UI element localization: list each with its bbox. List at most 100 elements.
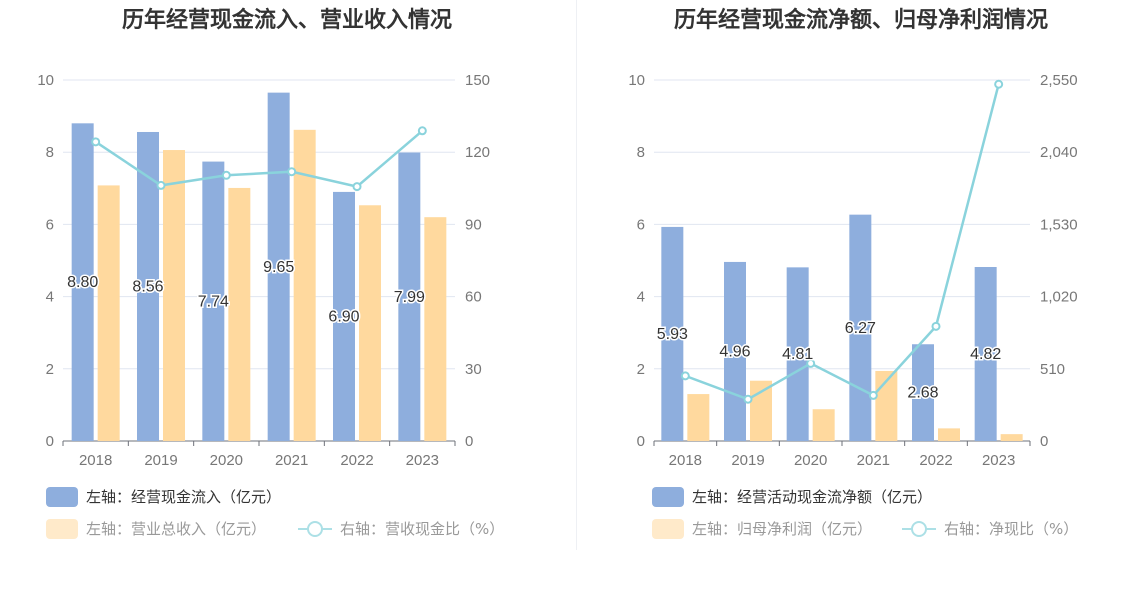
- bar-secondary: [424, 217, 447, 441]
- line-point: [417, 126, 427, 136]
- y-tick-label-right: 510: [1040, 361, 1065, 378]
- data-label: 6.90: [328, 308, 359, 325]
- line-point: [221, 170, 231, 180]
- x-tick-label: 2020: [794, 452, 827, 469]
- chart-title: 历年经营现金流入、营业收入情况: [121, 8, 452, 33]
- legend-label: 左轴：经营现金流入（亿元）: [86, 488, 282, 506]
- y-tick-label-left: 10: [628, 72, 645, 89]
- data-label: 4.82: [970, 346, 1001, 363]
- x-tick-label: 2023: [982, 452, 1015, 469]
- x-tick-label: 2022: [919, 452, 952, 469]
- y-tick-label-left: 10: [37, 72, 54, 89]
- line-point: [931, 321, 941, 331]
- legend-item-bar-2[interactable]: 左轴：营业总收入（亿元）: [46, 518, 266, 539]
- data-label: 8.80: [67, 274, 98, 291]
- y-tick-label-right: 2,550: [1040, 72, 1078, 89]
- y-tick-label-right: 60: [465, 289, 482, 306]
- y-tick-label-left: 0: [46, 433, 54, 450]
- bar-secondary: [750, 380, 772, 441]
- legend-item-bar-1[interactable]: 左轴：经营活动现金流净额（亿元）: [652, 486, 932, 507]
- legend-swatch: [46, 486, 78, 507]
- chart-title: 历年经营现金流净额、归母净利润情况: [673, 8, 1048, 33]
- x-tick-label: 2020: [210, 452, 243, 469]
- legend-label: 右轴：净现比（%）: [944, 520, 1079, 538]
- bar-secondary: [293, 129, 316, 441]
- legend-label: 左轴：归母净利润（亿元）: [692, 520, 873, 538]
- y-tick-label-left: 2: [46, 361, 54, 378]
- line-point: [287, 167, 297, 177]
- bar-secondary: [228, 187, 251, 441]
- legend-label: 左轴：营业总收入（亿元）: [86, 520, 267, 538]
- bar-secondary: [812, 409, 835, 441]
- bar-secondary: [359, 205, 381, 441]
- x-tick-label: 2023: [406, 452, 439, 469]
- y-tick-label-right: 1,530: [1040, 216, 1078, 233]
- x-tick-label: 2019: [144, 452, 177, 469]
- data-label: 9.65: [263, 259, 294, 276]
- bar-primary: [267, 92, 290, 441]
- bar-primary: [912, 344, 934, 441]
- x-tick-label: 2022: [340, 452, 373, 469]
- legend-line-icon: [902, 519, 936, 539]
- legend-item-line[interactable]: 右轴：营收现金比（%）: [298, 518, 504, 539]
- bar-primary: [137, 131, 159, 441]
- legend-swatch: [652, 518, 684, 539]
- y-tick-label-left: 4: [637, 289, 645, 306]
- y-tick-label-left: 6: [46, 216, 54, 233]
- y-tick-label-left: 2: [637, 361, 645, 378]
- legend-swatch: [652, 486, 684, 507]
- x-tick-label: 2019: [731, 452, 764, 469]
- x-tick-label: 2021: [857, 452, 890, 469]
- bar-secondary: [97, 185, 120, 441]
- data-label: 2.68: [907, 385, 938, 402]
- y-tick-label-left: 4: [46, 289, 54, 306]
- y-tick-label-right: 0: [465, 433, 473, 450]
- data-label: 4.81: [782, 346, 813, 363]
- line-point: [994, 79, 1004, 89]
- bar-primary: [974, 266, 997, 441]
- legend-item-bar-1[interactable]: 左轴：经营现金流入（亿元）: [46, 486, 281, 507]
- data-label: 8.56: [132, 278, 163, 295]
- y-tick-label-left: 8: [46, 144, 54, 161]
- data-label: 4.96: [719, 343, 750, 360]
- y-tick-label-left: 6: [637, 216, 645, 233]
- chart-plot: 0 2 4 6 8 10 0 510 1,020 1,530 2,040 2,550 2018 2019 2…: [628, 72, 1078, 469]
- bar-primary: [661, 226, 684, 441]
- y-tick-label-right: 0: [1040, 433, 1048, 450]
- chart-panel-right: 历年经营现金流净额、归母净利润情况 0 2 4 6 8 10 0 510 1,020 1,530 2…: [574, 0, 1148, 589]
- line-point: [680, 371, 690, 381]
- x-tick-label: 2018: [79, 452, 112, 469]
- bar-primary: [398, 152, 421, 441]
- y-tick-label-right: 2,040: [1040, 144, 1078, 161]
- legend-item-bar-2[interactable]: 左轴：归母净利润（亿元）: [652, 518, 872, 539]
- y-tick-label-right: 1,020: [1040, 289, 1078, 306]
- bar-primary: [849, 214, 872, 441]
- y-tick-label-right: 120: [465, 144, 490, 161]
- line-series: [94, 129, 424, 188]
- bar-secondary: [687, 394, 710, 441]
- legend-line-icon: [298, 519, 332, 539]
- bar-primary: [333, 191, 355, 441]
- legend-label: 右轴：营收现金比（%）: [340, 520, 505, 538]
- bar-secondary: [1000, 434, 1023, 441]
- line-point: [806, 358, 816, 368]
- bar-secondary: [938, 428, 960, 441]
- y-tick-label-left: 0: [637, 433, 645, 450]
- line-point: [868, 390, 878, 400]
- line-point: [743, 394, 753, 404]
- bar-secondary: [163, 150, 185, 441]
- y-tick-label-left: 8: [637, 144, 645, 161]
- line-series: [684, 83, 1000, 401]
- chart-plot: 0 2 4 6 8 10 0 30 60 90 120 150 2018 2019 2020 2021 2022…: [37, 72, 490, 469]
- line-point: [156, 180, 166, 190]
- bar-primary: [202, 161, 225, 441]
- x-tick-label: 2021: [275, 452, 308, 469]
- panel-divider: [576, 0, 577, 550]
- y-tick-label-right: 90: [465, 216, 482, 233]
- line-point: [352, 182, 362, 192]
- data-label: 6.27: [845, 320, 876, 337]
- bar-primary: [71, 123, 94, 441]
- legend-item-line[interactable]: 右轴：净现比（%）: [902, 518, 1078, 539]
- chart-panel-left: 历年经营现金流入、营业收入情况 0 2 4 6 8 10 0 30 60 90 120 150 2018…: [37, 8, 504, 539]
- x-tick-label: 2018: [669, 452, 702, 469]
